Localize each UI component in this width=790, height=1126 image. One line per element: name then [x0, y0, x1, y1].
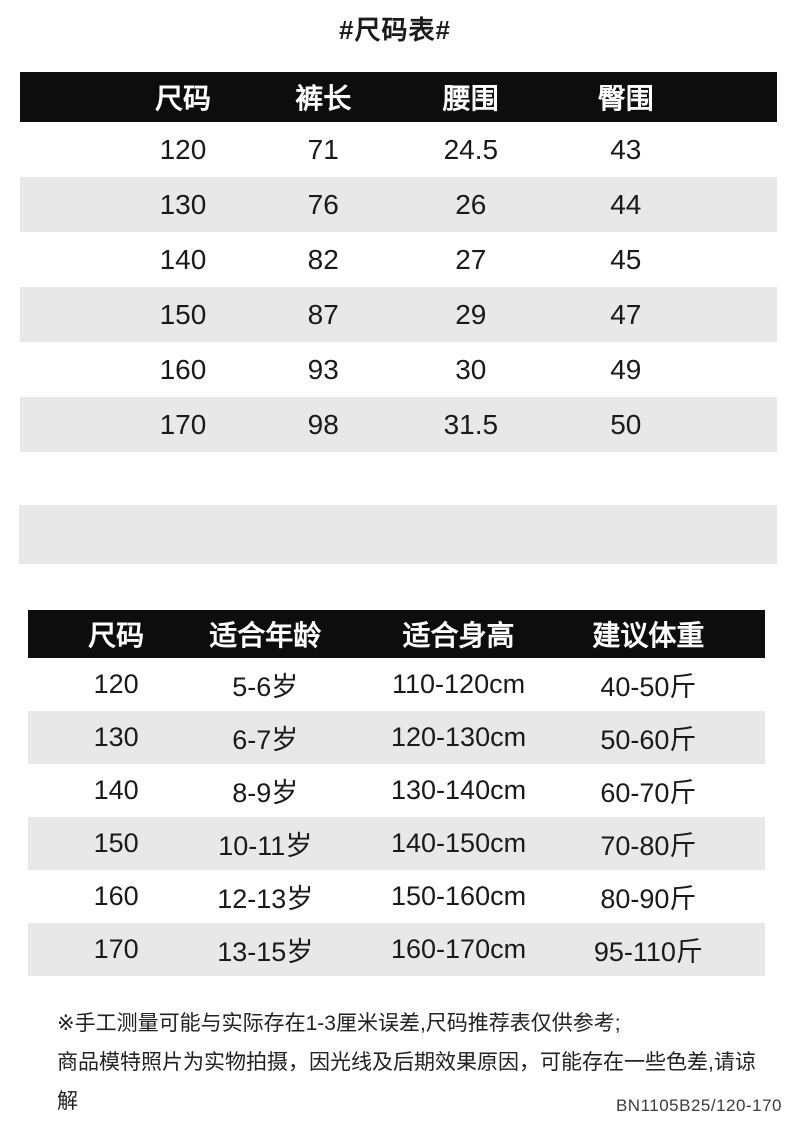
- column-header-weight: 建议体重: [592, 620, 705, 651]
- table-cell: 120: [159, 133, 207, 165]
- table-cell: 8-9岁: [232, 778, 299, 808]
- column-header-size: 尺码: [154, 83, 211, 114]
- measurement-table-header: 尺码 裤长 腰围 臀围: [20, 72, 777, 122]
- table-cell: 5-6岁: [232, 672, 299, 702]
- table-cell: 98: [307, 408, 339, 440]
- table-cell: 120: [93, 669, 139, 699]
- table-cell: 87: [307, 298, 339, 330]
- table-row: 150 10-11岁 140-150cm 70-80斤: [28, 817, 765, 870]
- table-cell: 110-120cm: [392, 669, 526, 699]
- table-row: 130 76 26 44: [20, 177, 777, 232]
- table-cell: 12-13岁: [217, 884, 314, 914]
- note-color-difference: 商品模特照片为实物拍摄，因光线及后期效果原因，可能存在一些色差,请谅解: [57, 1051, 756, 1113]
- table-cell: 140: [159, 243, 207, 275]
- table-cell: 44: [610, 188, 642, 220]
- table-cell: 6-7岁: [232, 725, 299, 755]
- table-cell: 130: [159, 188, 207, 220]
- table-cell: 160: [93, 881, 139, 911]
- table-row: 140 82 27 45: [20, 232, 777, 287]
- table-cell: 10-11岁: [218, 831, 313, 861]
- table-cell: 49: [610, 353, 642, 385]
- fit-guide-table-header: 尺码 适合年龄 适合身高 建议体重: [28, 610, 765, 658]
- table-row: 140 8-9岁 130-140cm 60-70斤: [28, 764, 765, 817]
- footnotes: ※手工测量可能与实际存在1-3厘米误差,尺码推荐表仅供参考; 商品模特照片为实物…: [57, 1004, 760, 1121]
- table-cell: 170: [93, 934, 139, 964]
- table-cell: 150: [159, 298, 207, 330]
- table-row: 170 98 31.5 50: [20, 397, 777, 452]
- page-title: #尺码表#: [339, 15, 451, 45]
- table-cell: 130-140cm: [391, 775, 527, 805]
- table-cell: 82: [307, 243, 339, 275]
- table-cell: 30: [455, 353, 487, 385]
- table-cell: 130: [93, 722, 139, 752]
- column-header-size: 尺码: [88, 620, 145, 651]
- column-header-hip: 臀围: [597, 83, 654, 114]
- measurement-table: 尺码 裤长 腰围 臀围 120 71 24.5 43 130 76 26 44 140 82 27 4…: [20, 72, 777, 452]
- table-row: 120 5-6岁 110-120cm 40-50斤: [28, 658, 765, 711]
- table-cell: 160-170cm: [391, 934, 527, 964]
- table-cell: 31.5: [443, 408, 499, 440]
- table-cell: 71: [307, 133, 339, 165]
- table-cell: 13-15岁: [217, 937, 314, 967]
- table-cell: 50-60斤: [600, 725, 697, 755]
- table-cell: 150: [93, 828, 139, 858]
- table-cell: 45: [610, 243, 642, 275]
- table-cell: 170: [159, 408, 207, 440]
- table-row: 160 12-13岁 150-160cm 80-90斤: [28, 870, 765, 923]
- divider-band: [19, 505, 777, 564]
- table-row: 170 13-15岁 160-170cm 95-110斤: [28, 923, 765, 976]
- table-cell: 47: [610, 298, 642, 330]
- table-cell: 120-130cm: [391, 722, 527, 752]
- column-header-waist: 腰围: [442, 83, 499, 114]
- fit-guide-table-body: 120 5-6岁 110-120cm 40-50斤 130 6-7岁 120-130cm 50…: [28, 658, 765, 976]
- table-cell: 27: [455, 243, 487, 275]
- table-cell: 43: [610, 133, 642, 165]
- note-measurement-tolerance: ※手工测量可能与实际存在1-3厘米误差,尺码推荐表仅供参考;: [57, 1012, 621, 1035]
- fit-guide-table: 尺码 适合年龄 适合身高 建议体重 120 5-6岁 110-120cm 40-50斤…: [28, 610, 765, 976]
- table-cell: 140-150cm: [391, 828, 527, 858]
- table-cell: 40-50斤: [600, 672, 697, 702]
- table-cell: 50: [610, 408, 642, 440]
- table-cell: 80-90斤: [600, 884, 697, 914]
- table-cell: 140: [93, 775, 139, 805]
- table-cell: 95-110斤: [593, 937, 703, 967]
- table-cell: 150-160cm: [391, 881, 527, 911]
- table-row: 130 6-7岁 120-130cm 50-60斤: [28, 711, 765, 764]
- measurement-table-body: 120 71 24.5 43 130 76 26 44 140 82 27 45 150 87 29 47 16…: [20, 122, 777, 452]
- table-row: 120 71 24.5 43: [20, 122, 777, 177]
- table-cell: 26: [455, 188, 487, 220]
- table-cell: 160: [159, 353, 207, 385]
- table-row: 160 93 30 49: [20, 342, 777, 397]
- table-cell: 60-70斤: [600, 778, 697, 808]
- table-cell: 76: [307, 188, 339, 220]
- table-cell: 70-80斤: [600, 831, 697, 861]
- column-header-height: 适合身高: [402, 620, 515, 651]
- column-header-pants-length: 裤长: [295, 83, 352, 114]
- product-code: BN1105B25/120-170: [615, 1096, 782, 1115]
- table-row: 150 87 29 47: [20, 287, 777, 342]
- table-cell: 24.5: [443, 133, 499, 165]
- column-header-age: 适合年龄: [209, 620, 322, 651]
- table-cell: 93: [307, 353, 339, 385]
- table-cell: 29: [455, 298, 487, 330]
